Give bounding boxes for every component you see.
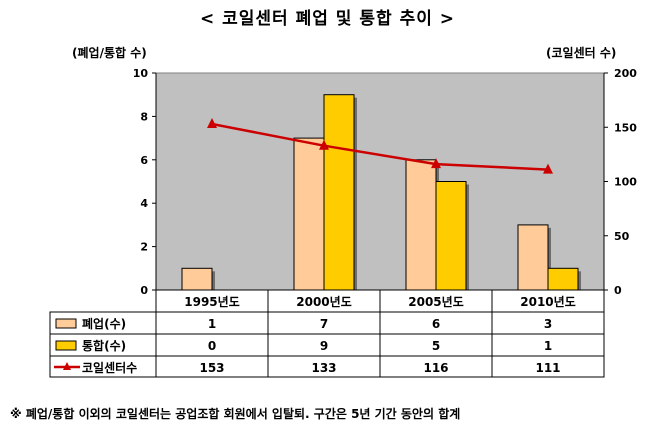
- table-cell-value: 7: [320, 317, 328, 331]
- right-tick-label: 50: [614, 230, 630, 243]
- category-label: 2005년도: [408, 295, 463, 309]
- closure-bar: [405, 159, 437, 291]
- legend-key-bar: [55, 340, 77, 351]
- left-tick-label: 8: [140, 110, 148, 123]
- series-label: 코일센터수: [82, 360, 137, 375]
- left-tick-label: 10: [133, 67, 149, 80]
- merger-bar: [547, 267, 579, 291]
- table-cell-value: 3: [544, 317, 552, 331]
- closure-bar: [293, 137, 325, 291]
- table-cell-value: 5: [432, 339, 440, 353]
- right-tick-label: 100: [614, 176, 637, 189]
- chart-title: < 코일센터 폐업 및 통합 추이 >: [199, 9, 456, 29]
- line-series: [207, 117, 553, 174]
- coil-center-point: [431, 158, 441, 169]
- table-cell-value: 1: [208, 317, 216, 331]
- category-label: 2000년도: [296, 295, 351, 309]
- category-label: 2010년도: [520, 295, 575, 309]
- closure-bar: [181, 267, 213, 291]
- category-label: 1995년도: [184, 295, 239, 309]
- right-tick-label: 200: [614, 67, 637, 80]
- legend-key-bar: [55, 318, 77, 329]
- series-label: 통합(수): [82, 338, 126, 353]
- table-cell-value: 1: [544, 339, 552, 353]
- table-cell-value: 133: [311, 361, 336, 375]
- table-cell-value: 116: [423, 361, 448, 375]
- legend-key-marker: [63, 362, 71, 370]
- left-axis-label: (폐업/통합 수): [72, 46, 147, 60]
- footnote: ※ 폐업/통합 이외의 코일센터는 공업조합 회원에서 입탈퇴. 구간은 5년 …: [10, 407, 461, 421]
- right-axis-label: (코일센터 수): [546, 46, 617, 60]
- merger-bar: [323, 94, 355, 291]
- left-tick-label: 0: [140, 284, 148, 297]
- bars: [181, 94, 581, 291]
- merger-bar: [435, 181, 467, 291]
- table-cell-value: 6: [432, 317, 440, 331]
- left-tick-label: 2: [140, 241, 148, 254]
- closure-bar: [517, 224, 549, 291]
- left-tick-label: 6: [140, 154, 148, 167]
- left-tick-label: 4: [140, 197, 148, 210]
- right-tick-label: 0: [614, 284, 622, 297]
- coil-center-point: [319, 139, 329, 150]
- series-label: 폐업(수): [82, 316, 126, 331]
- table-cell-value: 111: [535, 361, 560, 375]
- right-tick-label: 150: [614, 121, 637, 134]
- table-cell-value: 0: [208, 339, 216, 353]
- coil-center-point: [207, 117, 217, 128]
- table-cell-value: 153: [199, 361, 224, 375]
- table-cell-value: 9: [320, 339, 328, 353]
- coil-center-line: [211, 122, 549, 171]
- coil-center-point: [543, 163, 553, 174]
